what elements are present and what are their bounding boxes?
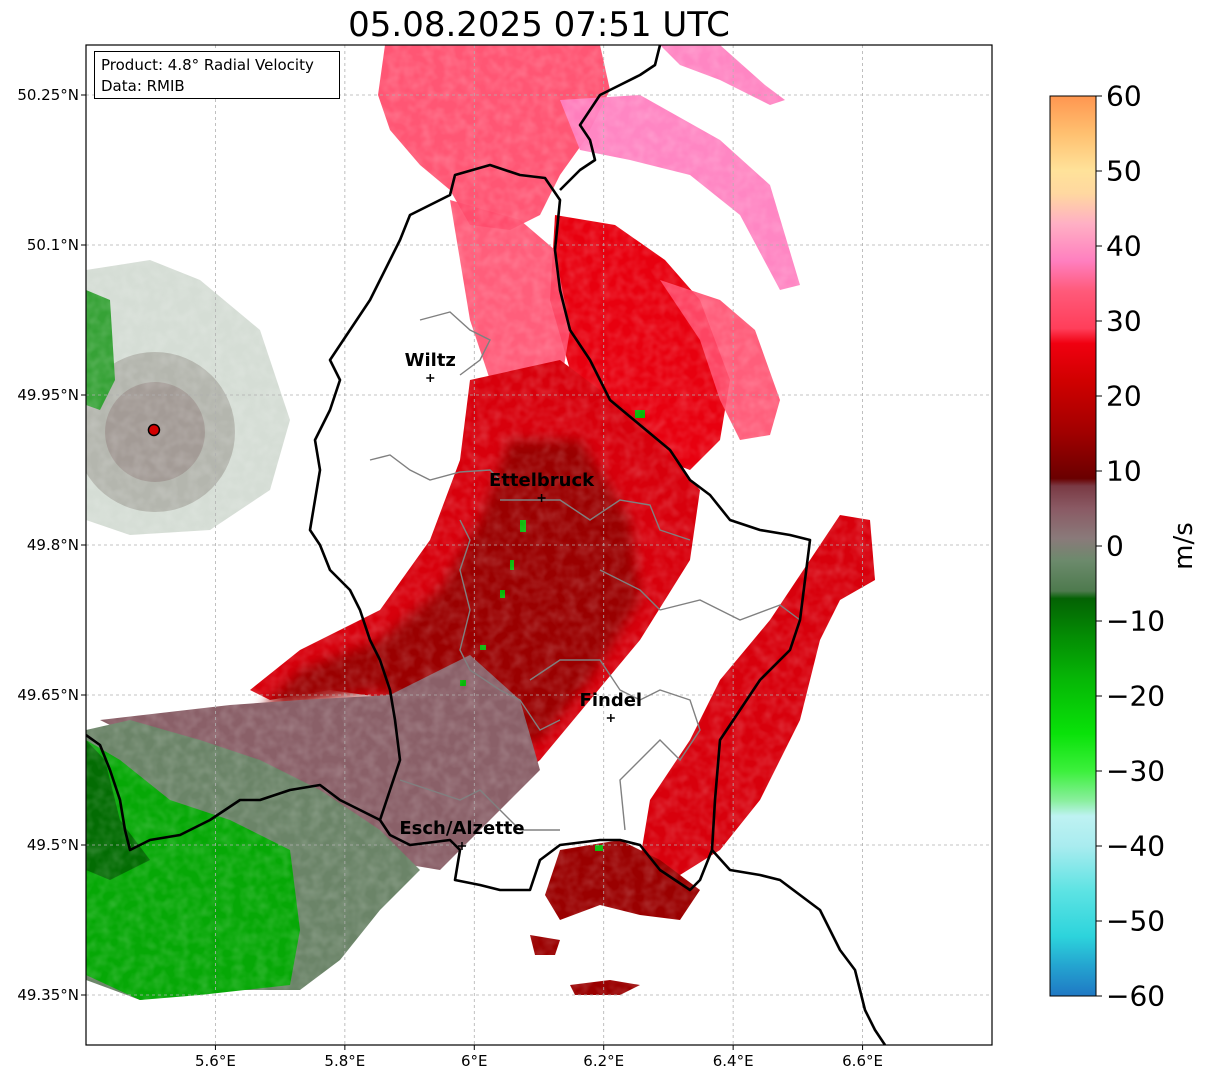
colorbar-tick-label: −30 [1106,754,1166,788]
colorbar-tick-label: −40 [1106,829,1166,863]
colorbar-tick-label: 30 [1106,304,1142,338]
colorbar-tick-label: 40 [1106,229,1142,263]
x-tick-label: 5.8°E [324,1052,366,1070]
canton-boundaries [369,311,801,831]
x-tick-label: 6°E [461,1052,488,1070]
info-product: Product: 4.8° Radial Velocity [101,56,314,74]
city-marker [537,494,546,502]
velocity-echoes [86,45,992,1045]
city-markers [426,374,615,850]
city-marker [606,714,615,722]
y-tick-label: 49.5°N [26,836,79,854]
germany-border-south [711,849,887,1045]
gridlines [86,45,992,1045]
colorbar-tick-label: −60 [1106,979,1166,1013]
colorbar-tick-label: −50 [1106,904,1166,938]
map-title: 05.08.2025 07:51 UTC [348,5,730,45]
colorbar-tick-label: 20 [1106,379,1142,413]
y-tick-label: 50.1°N [26,236,79,254]
x-tick-label: 6.6°E [842,1052,883,1070]
city-label: Ettelbruck [489,470,595,491]
x-tick-label: 5.6°E [195,1052,236,1070]
germany-belgium-border-north [559,45,662,191]
y-tick-label: 49.95°N [17,386,79,404]
city-marker [426,374,435,382]
axis-tick-marks [81,94,864,1050]
colorbar-tick-marks [1096,95,1102,997]
colorbar-tick-label: 10 [1106,454,1142,488]
radar-site-marker [147,423,161,437]
city-marker [457,842,466,850]
colorbar-tick-label: 60 [1106,79,1142,113]
info-data-source: Data: RMIB [101,77,185,95]
y-tick-label: 49.65°N [17,686,79,704]
city-label: Findel [579,690,643,711]
x-tick-label: 6.4°E [712,1052,754,1070]
y-tick-label: 49.35°N [17,986,79,1004]
colorbar-tick-label: −20 [1106,679,1166,713]
y-tick-label: 49.8°N [26,536,79,554]
colorbar [1049,95,1097,997]
city-label: Esch/Alzette [399,818,525,839]
luxembourg-border [308,163,812,892]
colorbar-tick-label: 0 [1106,529,1124,563]
colorbar-tick-label: −10 [1106,604,1166,638]
info-box: Product: 4.8° Radial Velocity Data: RMIB [94,51,340,99]
colorbar-tick-label: 50 [1106,154,1142,188]
city-label: Wiltz [404,350,456,371]
country-borders [86,45,887,1045]
map-plot-area [86,45,992,1045]
x-tick-label: 6.2°E [583,1052,625,1070]
france-border [86,733,381,852]
colorbar-unit-label: m/s [1169,522,1199,570]
y-tick-label: 50.25°N [17,86,79,104]
